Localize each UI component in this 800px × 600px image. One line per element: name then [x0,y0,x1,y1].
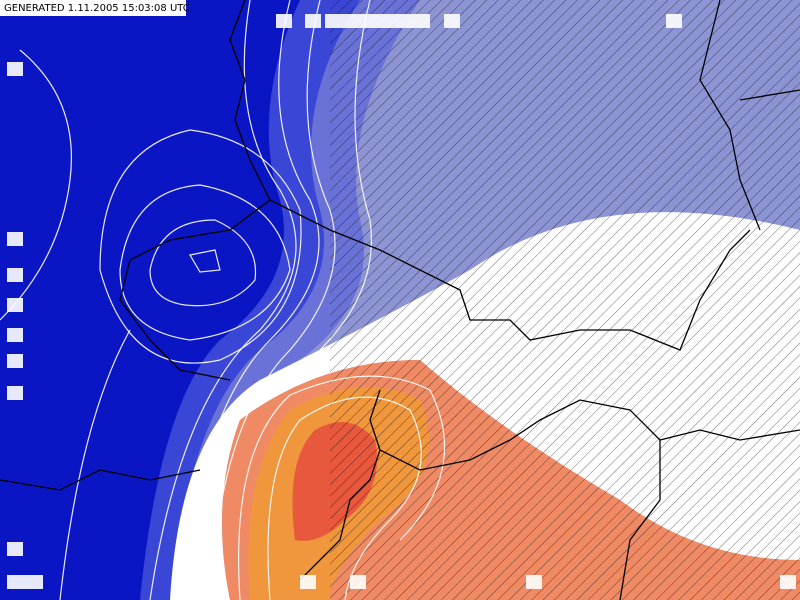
contour [149,219,257,307]
generated-label: GENERATED 1.11.2005 15:03:08 UTC [4,3,190,14]
border [379,399,800,471]
border [0,440,661,600]
border [119,0,271,381]
station-markers [7,14,796,589]
contour [119,184,291,341]
border [269,199,751,351]
contour [0,49,131,600]
contours [0,0,446,600]
contour [319,0,373,351]
hatching [330,0,800,600]
contour [237,375,446,600]
generated-box [0,0,186,16]
contour [267,396,422,600]
contour [149,0,297,600]
dark-blue-region [0,0,300,600]
contour [209,0,336,600]
contour [189,249,221,273]
border [299,389,381,581]
border [699,0,800,231]
contour [179,0,320,600]
